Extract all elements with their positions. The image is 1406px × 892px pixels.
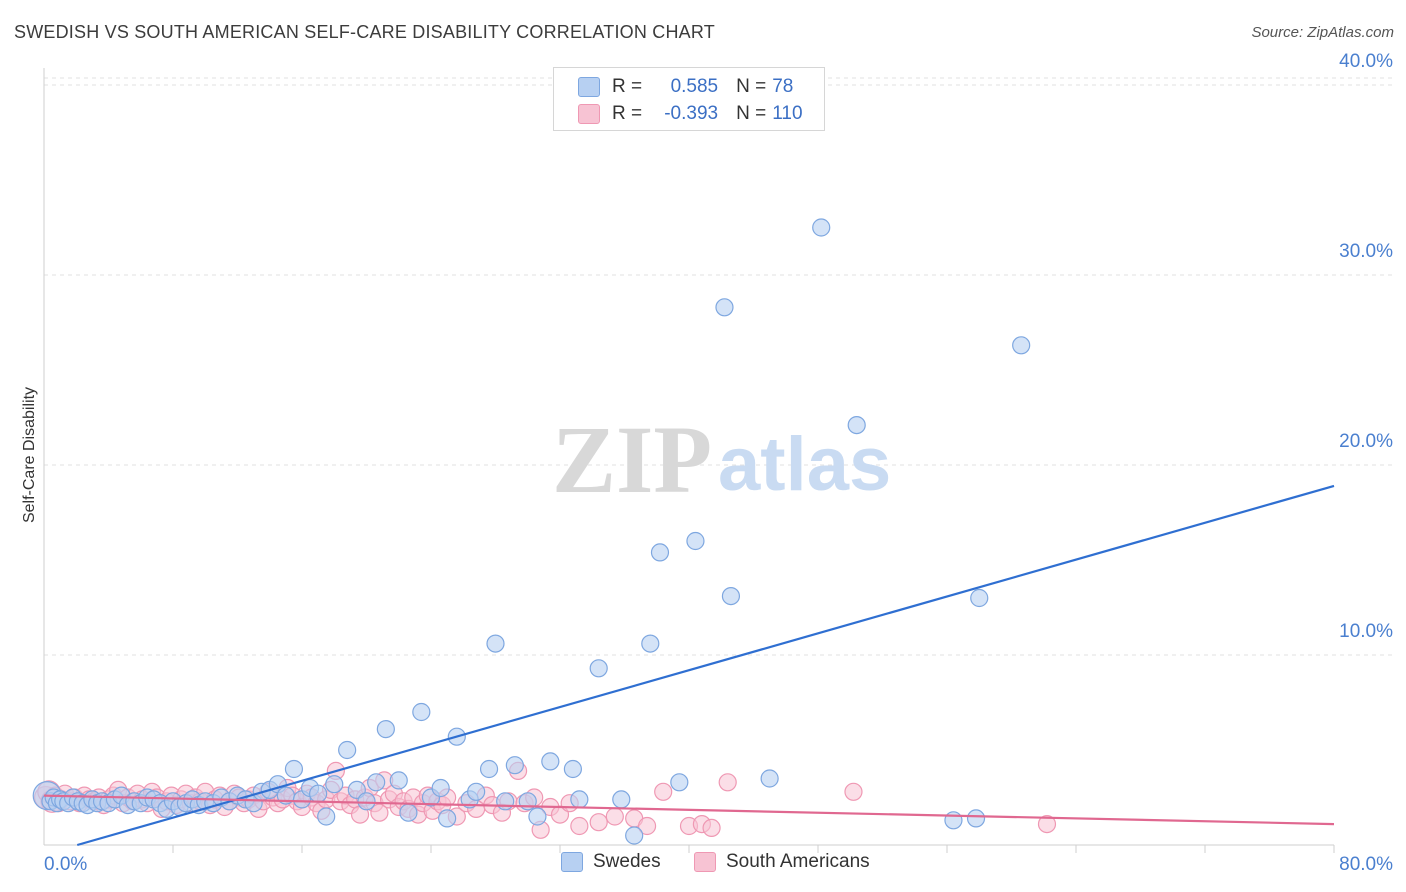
swedes-point bbox=[496, 792, 515, 811]
swedes-point bbox=[479, 759, 499, 779]
tick-labels: 10.0% 20.0% 30.0% 40.0% 0.0% 80.0% bbox=[44, 51, 1393, 875]
swedes-point bbox=[612, 790, 631, 809]
swedes-point bbox=[1012, 336, 1031, 355]
swedes-point bbox=[715, 298, 734, 317]
swedes-point bbox=[376, 719, 395, 739]
swedes-point bbox=[650, 543, 670, 562]
swedes-point bbox=[357, 792, 376, 811]
watermark-zip: ZIP bbox=[552, 406, 712, 513]
south-americans-swatch bbox=[694, 852, 716, 872]
swedes-point bbox=[367, 773, 386, 792]
swedes-point bbox=[431, 778, 450, 798]
swedes-point bbox=[686, 531, 705, 551]
swedes-point bbox=[399, 803, 418, 822]
swedes-point bbox=[847, 416, 866, 435]
swedes-trend-line bbox=[76, 484, 1335, 847]
south-americans-point bbox=[844, 782, 863, 801]
swedes-point bbox=[563, 759, 583, 779]
swedes-point bbox=[528, 807, 547, 826]
swedes-point bbox=[670, 773, 689, 792]
legend-item-south-americans[interactable]: South Americans bbox=[694, 851, 870, 873]
trend-lines bbox=[43, 484, 1335, 847]
r-value: 0.585 bbox=[670, 76, 719, 97]
n-label: N = bbox=[736, 76, 767, 97]
y-tick-label: 30.0% bbox=[1339, 241, 1393, 262]
swedes-point bbox=[570, 790, 589, 809]
r-value: -0.393 bbox=[664, 103, 719, 124]
x-tick-label: 0.0% bbox=[44, 854, 87, 875]
legend-row-swedes: R = 0.585 N = 78 bbox=[578, 74, 793, 100]
south-americans-point bbox=[370, 803, 389, 822]
swedes-point bbox=[505, 756, 524, 775]
legend-label-south-americans: South Americans bbox=[726, 851, 870, 872]
swedes-point bbox=[438, 809, 457, 828]
south-americans-trend-line bbox=[43, 794, 1335, 826]
y-tick-label: 40.0% bbox=[1339, 51, 1393, 72]
swedes-point bbox=[284, 759, 304, 779]
swedes-point bbox=[412, 702, 431, 722]
r-label: R = bbox=[612, 76, 643, 97]
south-americans-point bbox=[702, 818, 721, 838]
swedes-point bbox=[944, 811, 963, 830]
swedes-point bbox=[812, 218, 831, 237]
swedes-point bbox=[641, 634, 660, 653]
swedes-point bbox=[389, 771, 408, 790]
south-americans-point bbox=[1037, 814, 1057, 834]
swedes-point bbox=[760, 769, 779, 788]
y-tick-label: 20.0% bbox=[1339, 431, 1393, 452]
n-value: 110 bbox=[772, 103, 803, 124]
swedes-point bbox=[486, 634, 505, 653]
south-americans-swatch bbox=[578, 104, 600, 124]
source-label: Source: ZipAtlas.com bbox=[1251, 24, 1394, 41]
swedes-swatch bbox=[561, 852, 583, 872]
n-label: N = bbox=[736, 103, 767, 124]
swedes-point bbox=[338, 740, 357, 760]
swedes-point bbox=[625, 826, 644, 845]
swedes-point bbox=[541, 752, 560, 771]
swedes-swatch bbox=[578, 77, 600, 97]
south-americans-point bbox=[654, 782, 673, 801]
swedes-point bbox=[317, 807, 336, 826]
swedes-point bbox=[467, 782, 486, 801]
watermark-atlas: atlas bbox=[718, 422, 891, 507]
swedes-point bbox=[325, 775, 344, 794]
south-americans-point bbox=[570, 816, 589, 836]
chart-title: SWEDISH VS SOUTH AMERICAN SELF-CARE DISA… bbox=[14, 22, 715, 42]
swedes-point bbox=[589, 659, 608, 678]
series-legend: Swedes South Americans bbox=[0, 851, 1406, 879]
legend-row-south-americans: R = -0.393 N = 110 bbox=[578, 101, 803, 127]
legend-item-swedes[interactable]: Swedes bbox=[561, 851, 661, 873]
south-americans-point bbox=[637, 816, 657, 836]
south-americans-point bbox=[605, 807, 624, 826]
swedes-point bbox=[966, 809, 986, 828]
axes bbox=[43, 68, 1334, 846]
correlation-legend: R = 0.585 N = 78 R = -0.393 N = 110 bbox=[553, 67, 825, 131]
y-tick-label: 10.0% bbox=[1339, 621, 1393, 642]
swedes-point bbox=[309, 784, 328, 803]
y-axis-label: Self-Care Disability bbox=[21, 386, 38, 524]
swedes-point bbox=[721, 586, 741, 606]
series-swedes bbox=[32, 218, 1031, 845]
n-value: 78 bbox=[772, 76, 794, 97]
watermark: ZIP atlas bbox=[552, 406, 891, 513]
south-americans-point bbox=[718, 773, 737, 792]
r-label: R = bbox=[612, 103, 643, 124]
south-americans-point bbox=[589, 813, 608, 832]
swedes-point bbox=[970, 588, 989, 608]
x-tick-label: 80.0% bbox=[1339, 854, 1393, 875]
legend-label-swedes: Swedes bbox=[593, 851, 661, 872]
